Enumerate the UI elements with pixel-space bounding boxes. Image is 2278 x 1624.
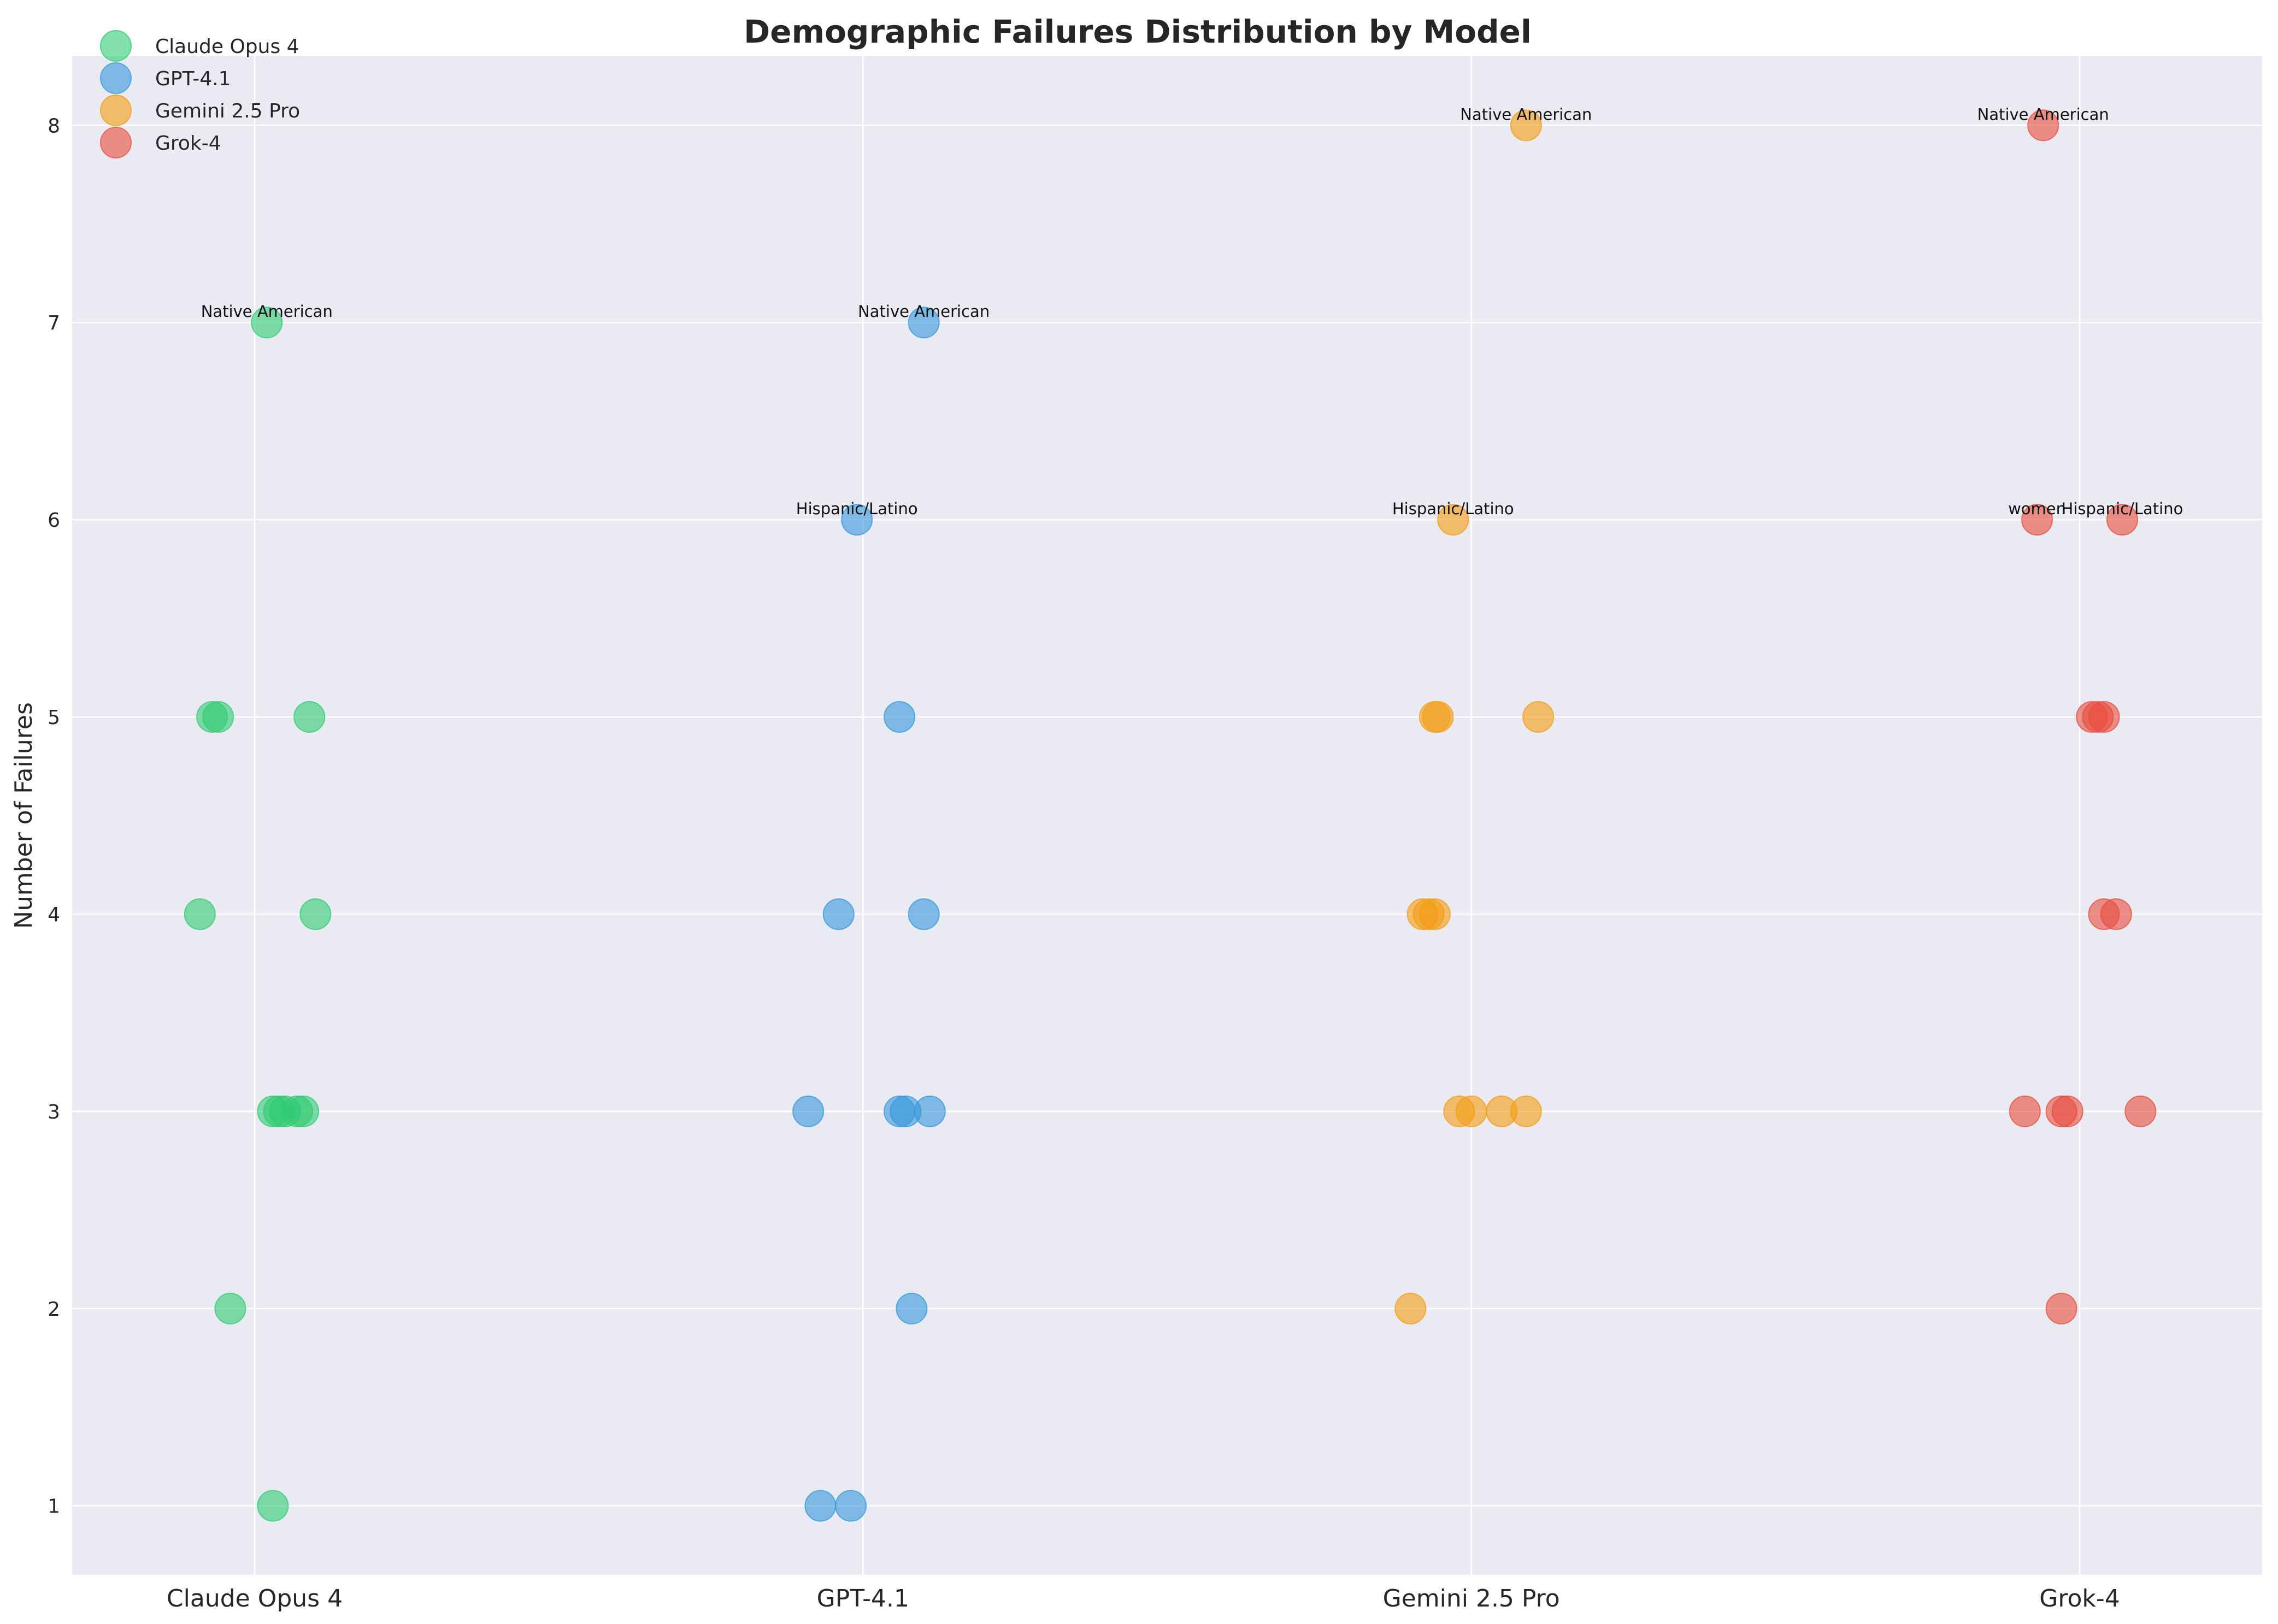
- point-annotation: Native American: [201, 302, 333, 321]
- data-point-grok-4: [2088, 701, 2120, 733]
- y-tick-label: 2: [48, 1298, 60, 1321]
- data-point-grok-4: [2027, 109, 2059, 142]
- chart-title: Demographic Failures Distribution by Mod…: [744, 13, 1532, 50]
- data-point-grok-4: [2124, 1095, 2157, 1127]
- data-point-gemini-2-5-pro: [1455, 1095, 1487, 1127]
- data-point-gpt-4-1: [804, 1490, 837, 1522]
- y-tick-label: 6: [48, 509, 60, 532]
- data-point-gemini-2-5-pro: [1422, 701, 1454, 733]
- y-tick-label: 4: [48, 904, 60, 926]
- data-point-gpt-4-1: [884, 701, 916, 733]
- x-tick-labels: Claude Opus 4 GPT-4.1 Gemini 2.5 Pro Grok-4: [167, 1585, 2120, 1613]
- data-point-grok-4: [2021, 504, 2053, 536]
- y-tick-labels: 1 2 3 4 5 6 7 8: [48, 115, 60, 1517]
- data-point-gpt-4-1: [841, 504, 873, 536]
- data-point-gemini-2-5-pro: [1522, 701, 1555, 733]
- point-annotation: Hispanic/Latino: [796, 499, 918, 518]
- data-point-grok-4: [2100, 898, 2132, 930]
- legend-marker-grok-4: [100, 127, 132, 158]
- point-annotations: Native American Native American Hispanic/L…: [201, 105, 2183, 518]
- data-point-claude-opus-4: [299, 898, 332, 930]
- legend-label: Gemini 2.5 Pro: [155, 100, 300, 122]
- data-point-gemini-2-5-pro: [1510, 1095, 1542, 1127]
- data-point-gpt-4-1: [822, 898, 855, 930]
- data-point-gpt-4-1: [896, 1292, 928, 1325]
- grid-lines: [72, 56, 2262, 1575]
- y-tick-label: 1: [48, 1496, 60, 1518]
- legend-marker-claude-opus-4: [100, 30, 132, 62]
- y-tick-label: 7: [48, 312, 60, 334]
- data-point-gpt-4-1: [908, 307, 940, 339]
- point-annotation: Native American: [1460, 105, 1592, 123]
- legend-label: Grok-4: [155, 132, 221, 155]
- data-point-claude-opus-4: [257, 1490, 289, 1522]
- x-tick-label: Gemini 2.5 Pro: [1383, 1585, 1560, 1613]
- plot-area: [72, 56, 2262, 1575]
- data-point-gpt-4-1: [835, 1490, 867, 1522]
- point-annotation: Native American: [858, 302, 990, 321]
- data-point-grok-4: [2051, 1095, 2083, 1127]
- data-point-claude-opus-4: [184, 898, 216, 930]
- legend-marker-gpt-4-1: [100, 62, 132, 94]
- x-tick-label: Grok-4: [2039, 1585, 2120, 1613]
- data-point-claude-opus-4: [293, 701, 326, 733]
- data-point-gemini-2-5-pro: [1418, 898, 1451, 930]
- y-axis-label: Number of Failures: [10, 702, 38, 929]
- data-points: [184, 109, 2157, 1522]
- data-point-gpt-4-1: [908, 898, 940, 930]
- legend-marker-gemini-2-5-pro: [100, 95, 132, 126]
- point-annotation: women: [2008, 499, 2066, 518]
- data-point-grok-4: [2045, 1292, 2077, 1325]
- data-point-claude-opus-4: [214, 1292, 246, 1325]
- data-point-grok-4: [2106, 504, 2138, 536]
- data-point-gemini-2-5-pro: [1394, 1292, 1427, 1325]
- data-point-gpt-4-1: [914, 1095, 946, 1127]
- point-annotation: Native American: [1977, 105, 2109, 123]
- data-point-claude-opus-4: [202, 701, 234, 733]
- point-annotation: Hispanic/Latino: [2062, 499, 2183, 518]
- y-tick-label: 8: [48, 115, 60, 137]
- data-point-gpt-4-1: [792, 1095, 825, 1127]
- y-tick-label: 5: [48, 707, 60, 729]
- legend: Claude Opus 4 GPT-4.1 Gemini 2.5 Pro Grok-4: [100, 30, 300, 158]
- x-tick-label: GPT-4.1: [817, 1585, 909, 1613]
- data-point-gemini-2-5-pro: [1510, 109, 1542, 142]
- data-point-claude-opus-4: [251, 307, 283, 339]
- y-tick-label: 3: [48, 1101, 60, 1123]
- legend-label: GPT-4.1: [155, 68, 231, 90]
- data-point-gemini-2-5-pro: [1437, 504, 1469, 536]
- x-tick-label: Claude Opus 4: [167, 1585, 343, 1613]
- data-point-grok-4: [2009, 1095, 2041, 1127]
- point-annotation: Hispanic/Latino: [1392, 499, 1514, 518]
- data-point-claude-opus-4: [287, 1095, 320, 1127]
- legend-label: Claude Opus 4: [155, 36, 299, 58]
